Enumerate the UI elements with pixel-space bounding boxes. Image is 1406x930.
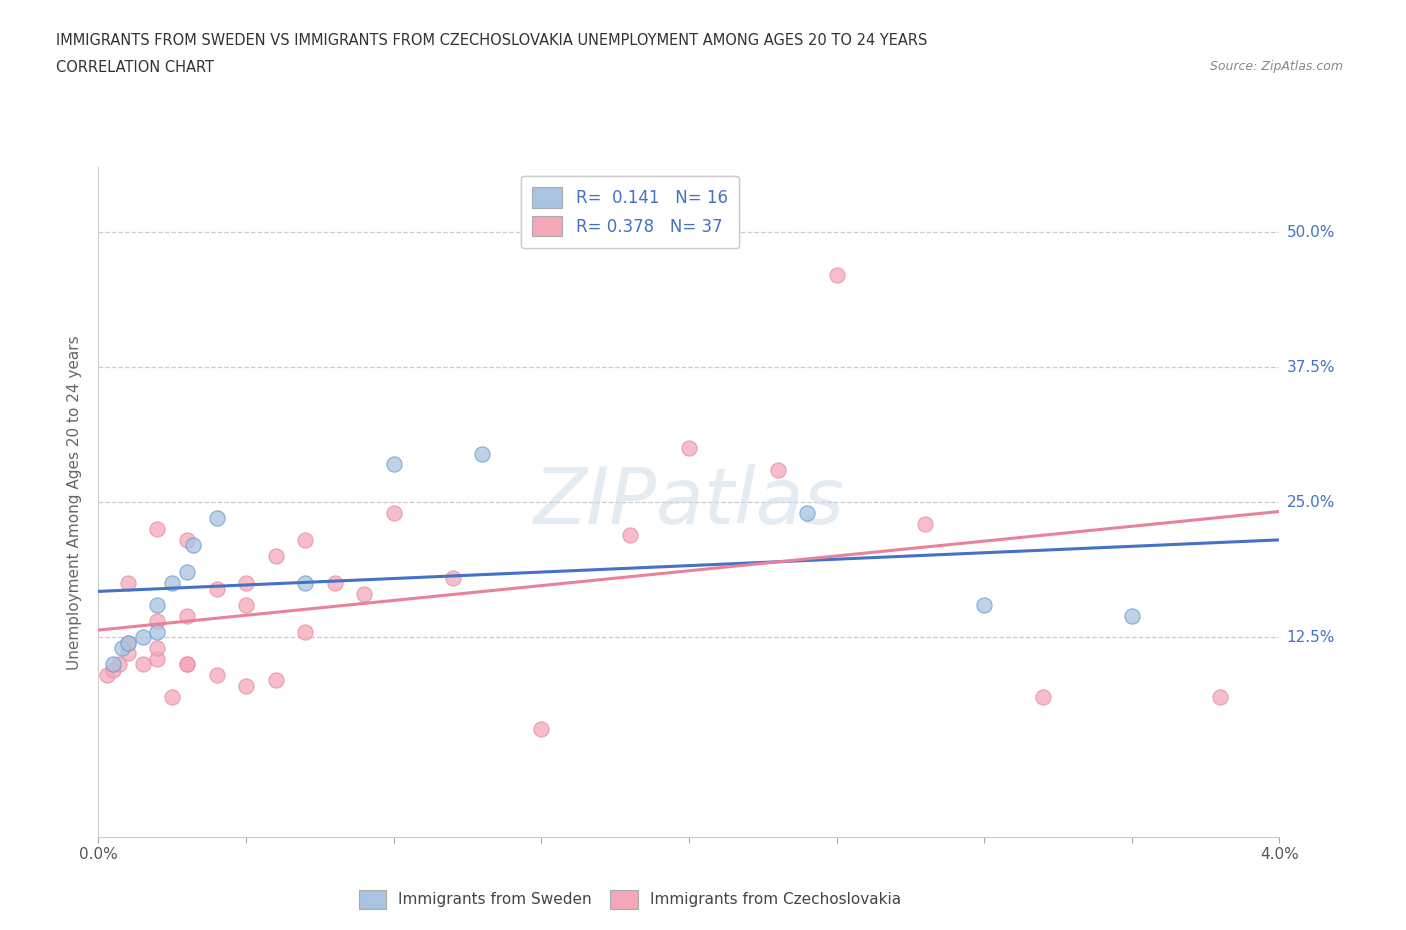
Point [235,576,257,591]
Point [176,608,198,623]
Point [382,457,405,472]
Point [176,565,198,579]
Point [132,630,155,644]
Point [103,662,124,677]
Point [146,624,169,639]
Point [117,576,139,591]
Legend: Immigrants from Sweden, Immigrants from Czechoslovakia: Immigrants from Sweden, Immigrants from … [352,883,908,916]
Point [1121,608,1143,623]
Point [132,657,155,671]
Text: 25.0%: 25.0% [1286,495,1334,510]
Point [766,462,789,477]
Point [1209,689,1232,704]
Point [353,587,375,602]
Point [108,657,131,671]
Point [382,506,405,521]
Point [162,689,183,704]
Point [162,576,183,591]
Point [323,576,346,591]
Point [205,511,228,525]
Text: IMMIGRANTS FROM SWEDEN VS IMMIGRANTS FROM CZECHOSLOVAKIA UNEMPLOYMENT AMONG AGES: IMMIGRANTS FROM SWEDEN VS IMMIGRANTS FRO… [56,33,928,47]
Point [111,641,134,656]
Point [96,668,118,683]
Text: CORRELATION CHART: CORRELATION CHART [56,60,214,75]
Point [235,678,257,693]
Point [176,533,198,548]
Point [176,657,198,671]
Point [796,506,818,521]
Point [146,651,169,666]
Point [441,570,464,585]
Point [205,581,228,596]
Point [678,441,700,456]
Point [146,641,169,656]
Point [294,576,316,591]
Point [471,446,494,461]
Text: 37.5%: 37.5% [1286,360,1334,375]
Point [146,522,169,537]
Point [264,673,287,688]
Point [117,646,139,661]
Point [103,657,124,671]
Point [825,268,848,283]
Point [1032,689,1054,704]
Point [181,538,204,552]
Point [973,597,995,612]
Point [176,657,198,671]
Y-axis label: Unemployment Among Ages 20 to 24 years: Unemployment Among Ages 20 to 24 years [67,335,83,670]
Point [294,624,316,639]
Point [619,527,641,542]
Point [117,635,139,650]
Text: Source: ZipAtlas.com: Source: ZipAtlas.com [1209,60,1343,73]
Point [264,549,287,564]
Point [146,614,169,629]
Text: 50.0%: 50.0% [1286,225,1334,240]
Point [294,533,316,548]
Point [914,516,936,531]
Text: ZIPatlas: ZIPatlas [533,464,845,540]
Point [117,635,139,650]
Point [205,668,228,683]
Point [235,597,257,612]
Point [530,722,553,737]
Text: 12.5%: 12.5% [1286,630,1334,644]
Point [146,597,169,612]
